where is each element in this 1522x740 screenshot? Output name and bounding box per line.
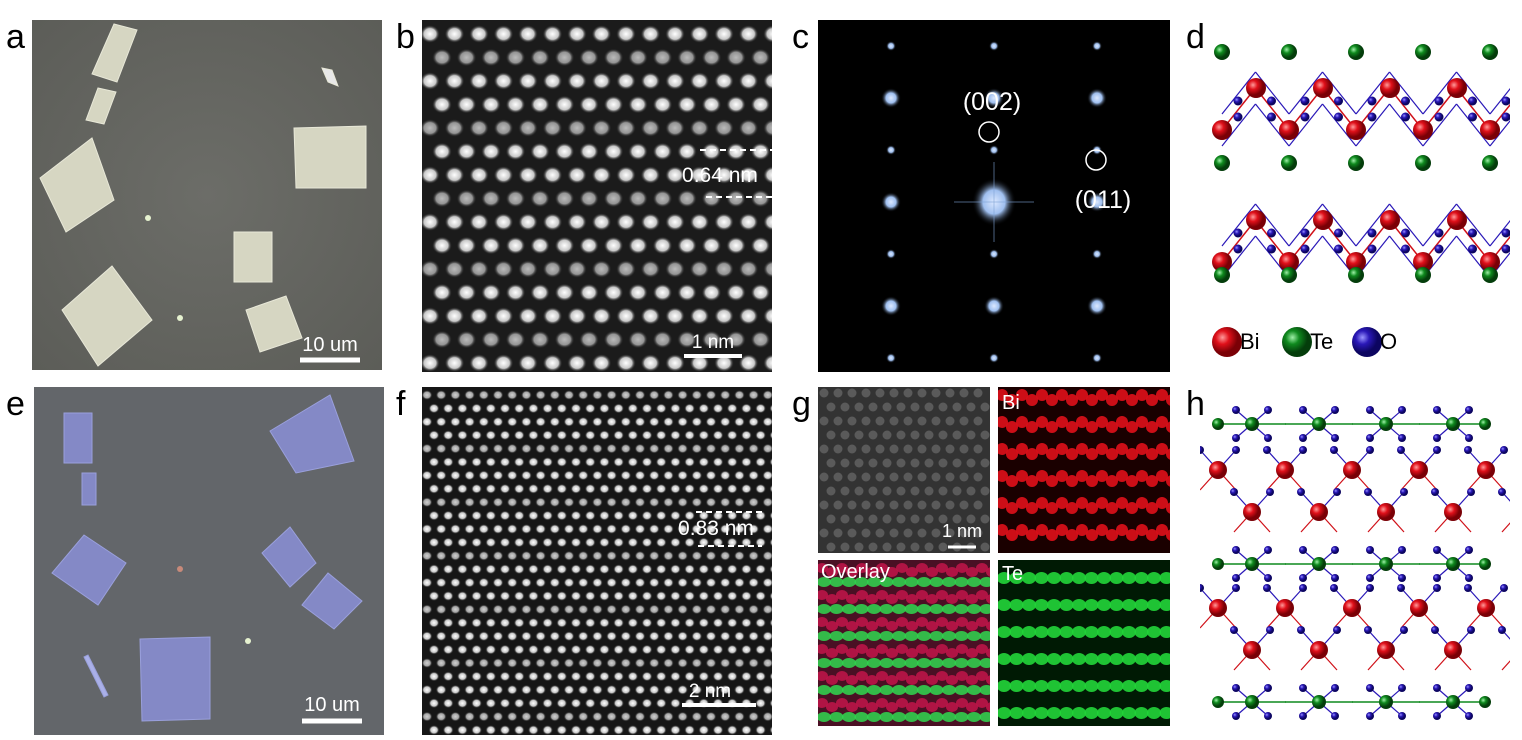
panel-g-bi-map [998, 387, 1170, 553]
legend-o-label: O [1380, 329, 1398, 354]
panel-e-optical-image: 10 um [34, 387, 384, 735]
panel-g-haadf: 1 nm [818, 387, 990, 553]
panel-label-h: h [1186, 385, 1205, 423]
flake [81, 472, 97, 506]
panel-d-structure [1200, 30, 1510, 300]
flake [293, 125, 367, 189]
fft-label-011: (011) [1075, 186, 1132, 214]
scale-bar-a-label: 10 um [302, 334, 358, 356]
panel-label-f: f [396, 385, 406, 423]
g-overlay-tag: Overlay [821, 561, 890, 583]
panel-f-hrtem: 0.83 nm 2 nm [422, 387, 772, 735]
ring-011 [1085, 149, 1107, 171]
panel-label-g: g [792, 385, 811, 423]
panel-a-optical-image: 10 um [32, 20, 382, 370]
ring-002 [978, 121, 1000, 143]
flake [61, 265, 153, 367]
panel-label-c: c [792, 18, 809, 56]
flake [233, 231, 273, 283]
panel-label-a: a [6, 18, 25, 56]
spacing-label-b: 0.64 nm [682, 164, 758, 187]
scale-bar-f-label: 2 nm [689, 681, 731, 702]
panel-g-overlay-map [818, 560, 990, 726]
g-bi-tag: Bi [1002, 392, 1020, 414]
panel-label-d: d [1186, 18, 1205, 56]
legend-o-ball [1352, 327, 1382, 357]
g-te-tag: Te [1002, 563, 1024, 585]
scale-bar-e-label: 10 um [304, 694, 360, 716]
flake [139, 636, 211, 722]
fft-label-002: (002) [963, 88, 1021, 116]
panel-g-te-map [998, 560, 1170, 726]
legend-bi-ball [1212, 327, 1242, 357]
scale-bar-b-label: 1 nm [692, 332, 734, 353]
flake [269, 394, 355, 474]
flake [91, 23, 138, 83]
flake [245, 295, 303, 353]
flake [39, 137, 115, 233]
legend-bi-label: Bi [1240, 329, 1260, 354]
panel-label-e: e [6, 385, 25, 423]
scale-bar-g-label: 1 nm [942, 521, 982, 541]
flake [261, 526, 317, 588]
panel-label-b: b [396, 18, 415, 56]
flake [51, 534, 127, 606]
flake [83, 654, 109, 698]
panel-c-fft: (002) (011) [818, 20, 1170, 372]
spacing-label-f: 0.83 nm [678, 517, 754, 540]
panel-h-structure [1200, 398, 1510, 728]
panel-b-hrtem: 0.64 nm 1 nm [422, 20, 772, 372]
flake [321, 67, 339, 87]
flake [63, 412, 93, 464]
flake [301, 572, 363, 630]
legend-te-ball [1282, 327, 1312, 357]
legend-te-label: Te [1310, 329, 1334, 354]
flake [85, 87, 117, 125]
